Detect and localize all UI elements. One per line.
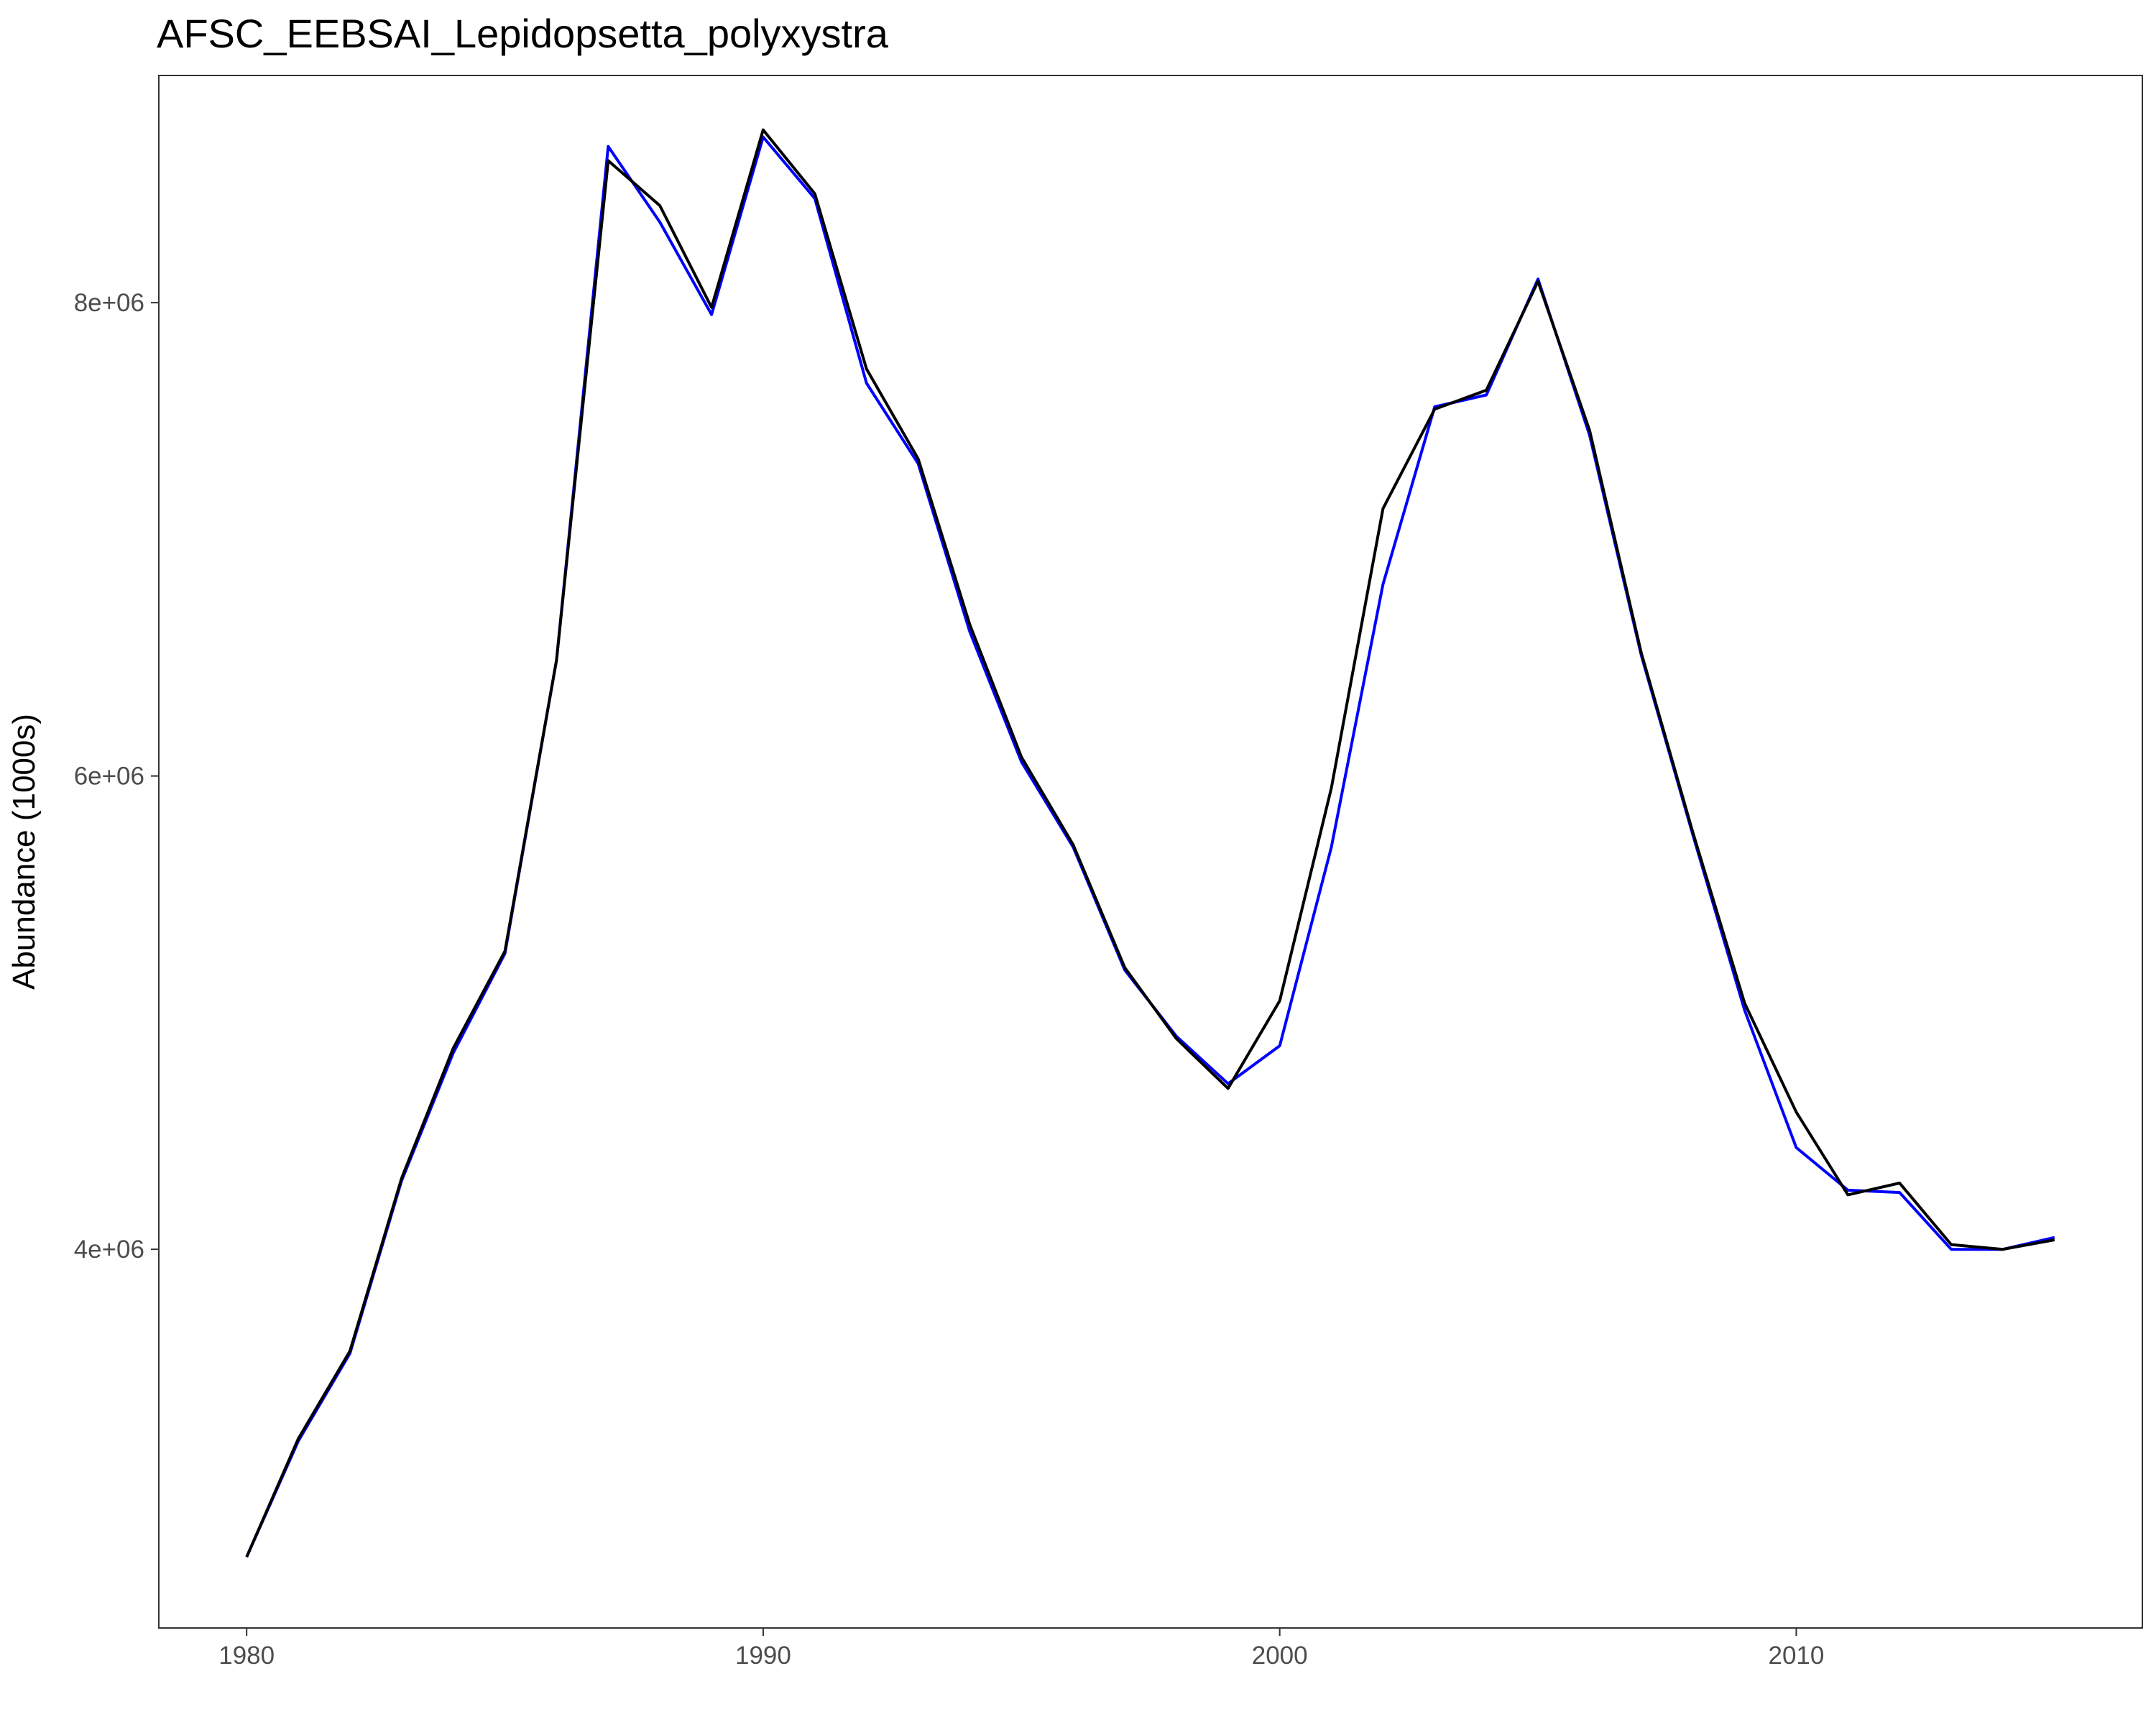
y-tick-label: 4e+06 <box>74 1236 144 1264</box>
series-layer <box>245 128 2055 1558</box>
y-tick-label: 8e+06 <box>74 289 144 317</box>
x-tick-label: 2000 <box>1252 1642 1308 1670</box>
chart-title: AFSC_EEBSAI_Lepidopsetta_polyxystra <box>157 11 888 56</box>
x-tick-label: 2010 <box>1769 1642 1825 1670</box>
x-tick-label: 1980 <box>218 1642 275 1670</box>
plot-panel-border <box>158 75 2143 1629</box>
y-axis-label: Abundance (1000s) <box>6 714 42 990</box>
y-tick-label: 6e+06 <box>74 763 144 791</box>
series-line-1 <box>245 135 2055 1558</box>
x-tick-label: 1990 <box>735 1642 791 1670</box>
series-line-2 <box>245 128 2055 1558</box>
axes-layer: 4e+06 6e+06 8e+06 1980 1990 2000 2010 <box>74 75 2143 1670</box>
